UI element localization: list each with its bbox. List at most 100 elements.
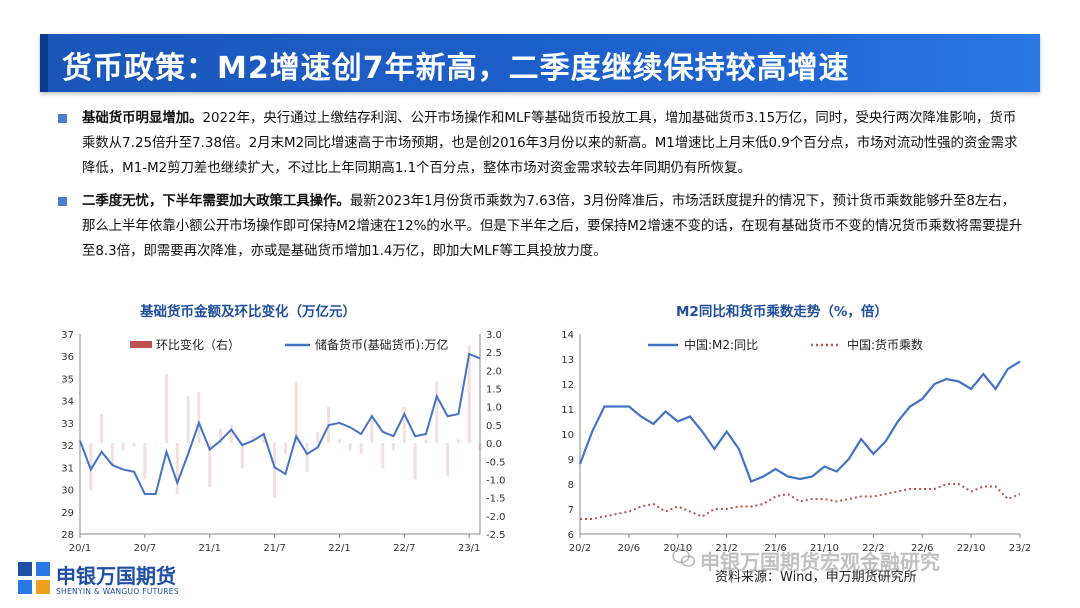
bar-mom-change [381,443,385,469]
wechat-icon [672,548,696,567]
bar-mom-change [100,414,104,444]
bar-mom-change [165,374,168,444]
legend-label-multiplier: 中国:货币乘数 [847,337,923,352]
bar-mom-change [348,443,352,451]
y-tick-label: 13 [561,355,574,366]
x-tick-label: 21/7 [263,543,285,554]
bar-mom-change [132,443,136,447]
bullet-item-2: 二季度无忧，下半年需要加大政策工具操作。最新2023年1月份货币乘数为7.63倍… [56,189,1028,264]
bar-mom-change [110,443,114,465]
x-tick-label: 20/7 [134,543,156,554]
bullet-list: 基础货币明显增加。2022年，央行通过上缴结存利润、公开市场操作和MLF等基础货… [56,106,1028,272]
x-tick-label: 20/2 [569,543,591,554]
legend-swatch-mom [130,341,152,348]
bar-mom-change [402,406,406,444]
y-right-tick-label: 1.5 [486,385,502,396]
legend-label-base: 储备货币(基础货币):万亿 [315,337,448,352]
chart1-title: 基础货币金额及环比变化（万亿元） [140,304,356,320]
y-tick-label: 12 [561,380,574,391]
bar-mom-change [294,381,298,444]
bar-mom-change [154,443,158,444]
company-logo: 申银万国期货 SHENYIN & WANGUO FUTURES [18,560,179,604]
bar-mom-change [424,439,428,444]
y-left-tick-label: 29 [61,508,74,519]
x-tick-label: 23/1 [458,543,480,554]
x-tick-label: 22/10 [957,543,986,554]
bar-mom-change [186,395,190,444]
bar-mom-change [240,443,244,469]
bar-mom-change [413,443,417,480]
bar-mom-change [316,432,320,444]
x-tick-label: 22/1 [328,543,350,554]
bar-mom-change [121,443,125,451]
bar-mom-change [359,443,363,454]
y-left-tick-label: 36 [61,352,74,363]
legend-label-m2: 中国:M2:同比 [684,337,758,352]
y-right-tick-label: 0.5 [486,421,502,432]
title-accent [40,34,48,92]
y-left-tick-label: 28 [61,530,74,541]
line-m2-yoy [578,360,1021,483]
bar-mom-change [392,443,395,451]
bar-mom-change [446,443,450,476]
logo-mark-icon [18,562,50,594]
x-tick-label: 21/2 [715,543,737,554]
y-right-tick-label: 3.0 [486,330,502,341]
bar-mom-change [283,443,287,454]
x-tick-label: 21/1 [198,543,220,554]
x-tick-label: 20/1 [69,543,91,554]
bullet-item-1: 基础货币明显增加。2022年，央行通过上缴结存利润、公开市场操作和MLF等基础货… [56,106,1028,181]
bullet-square-icon [58,197,67,206]
bullet-lead: 二季度无忧，下半年需要加大政策工具操作。 [82,194,350,209]
bar-mom-change [143,443,147,480]
bar-mom-change [175,443,179,494]
bullet-text: 最新2023年1月份货币乘数为7.63倍，3月份降准后，市场活跃度提升的情况下，… [82,194,1023,259]
logo-text-en: SHENYIN & WANGUO FUTURES [56,587,179,596]
x-tick-label: 21/10 [810,543,839,554]
bar-mom-change [467,344,471,444]
x-tick-label: 20/6 [618,543,640,554]
y-tick-label: 10 [561,430,574,441]
bar-mom-change [229,424,233,444]
y-right-tick-label: 2.0 [486,366,502,377]
logo-text-cn: 申银万国期货 [56,564,176,588]
y-left-tick-label: 31 [61,463,74,474]
y-right-tick-label: -1.0 [486,475,506,486]
x-tick-label: 20/10 [663,543,692,554]
y-tick-label: 6 [568,530,574,541]
x-tick-label: 22/7 [393,543,415,554]
y-left-tick-label: 32 [61,441,74,452]
y-left-tick-label: 33 [61,419,74,430]
bar-mom-change [197,392,201,444]
bar-mom-change [370,414,374,444]
line-base-money [79,352,481,495]
watermark: 申银万国期货宏观金融研究 [700,550,940,574]
bar-mom-change [337,439,341,444]
bullet-text: 2022年，央行通过上缴结存利润、公开市场操作和MLF等基础货币投放工具，增加基… [82,111,1018,176]
y-right-tick-label: -2.5 [486,530,506,541]
chart2-title: M2同比和货币乘数走势（%，倍） [676,304,888,320]
x-tick-label: 21/6 [764,543,786,554]
x-tick-label: 22/2 [862,543,884,554]
y-tick-label: 14 [561,330,574,341]
bar-mom-change [305,443,309,473]
y-right-tick-label: -1.5 [486,494,506,505]
bar-mom-change [251,435,255,444]
y-right-tick-label: 2.5 [486,348,502,359]
y-left-tick-label: 35 [61,374,74,385]
bullet-square-icon [58,114,67,123]
x-tick-label: 22/6 [911,543,933,554]
y-right-tick-label: 1.0 [486,403,502,414]
line-money-multiplier [580,483,1021,520]
source-note: 资料来源：Wind，申万期货研究所 [715,570,917,585]
y-left-tick-label: 30 [61,486,74,497]
bar-mom-change [273,443,277,498]
bar-mom-change [456,439,460,444]
legend-label-mom: 环比变化（右） [156,337,240,352]
bullet-lead: 基础货币明显增加。 [82,111,203,126]
bar-mom-change [262,432,266,444]
x-tick-label: 23/2 [1009,543,1031,554]
y-tick-label: 7 [568,505,574,516]
y-right-tick-label: -0.5 [486,457,506,468]
m2-multiplier-chart: 14 13 12 11 10 9 8 7 6 20/2 20/6 20/10 21/2 21/6 21/10… [561,330,1031,554]
